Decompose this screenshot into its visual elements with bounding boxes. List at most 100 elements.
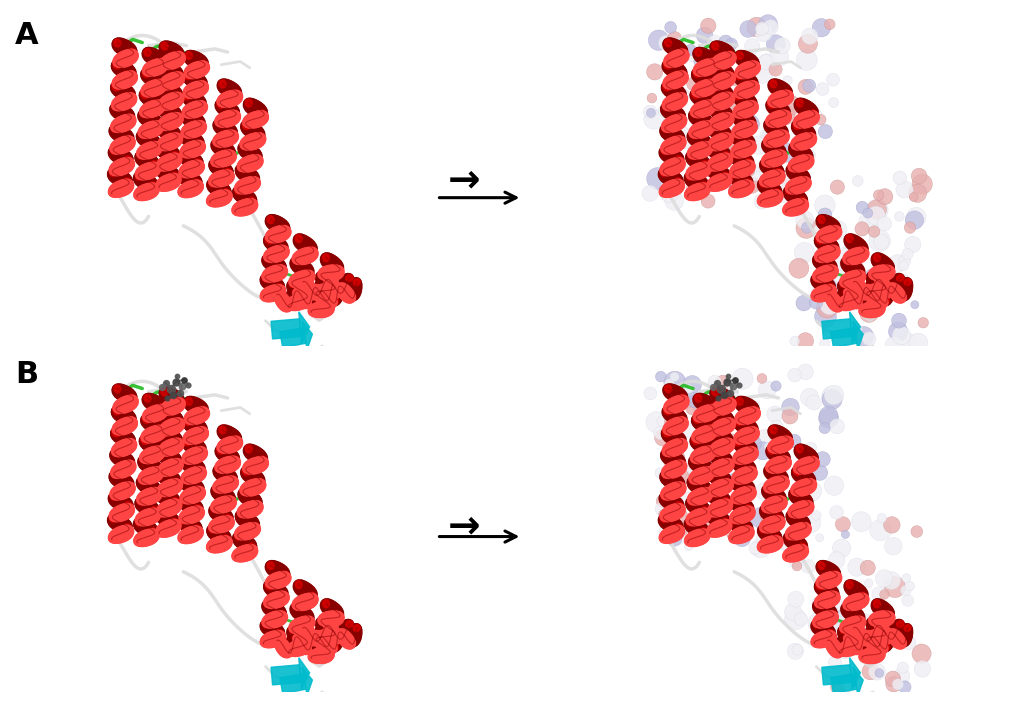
Circle shape: [811, 18, 829, 37]
Circle shape: [791, 645, 802, 655]
Circle shape: [770, 381, 781, 391]
Text: →: →: [447, 507, 480, 545]
Circle shape: [706, 395, 714, 404]
Circle shape: [646, 93, 656, 103]
Circle shape: [787, 434, 800, 448]
Circle shape: [731, 522, 750, 542]
Circle shape: [763, 460, 780, 477]
Polygon shape: [271, 319, 301, 339]
Circle shape: [833, 266, 854, 288]
Circle shape: [867, 226, 879, 237]
Circle shape: [769, 440, 785, 455]
Circle shape: [865, 206, 884, 225]
Circle shape: [819, 295, 839, 315]
Circle shape: [814, 452, 829, 467]
Circle shape: [728, 184, 740, 196]
Circle shape: [861, 332, 875, 346]
Circle shape: [664, 191, 683, 210]
Circle shape: [847, 558, 865, 576]
Circle shape: [646, 64, 662, 80]
Circle shape: [722, 133, 739, 149]
Circle shape: [695, 462, 703, 471]
Circle shape: [848, 323, 861, 335]
Circle shape: [910, 526, 922, 537]
Circle shape: [750, 539, 769, 558]
Circle shape: [765, 35, 785, 54]
Circle shape: [910, 301, 918, 309]
Circle shape: [818, 578, 838, 597]
Circle shape: [906, 208, 925, 227]
Point: [712, 383, 729, 394]
Circle shape: [648, 30, 668, 50]
Circle shape: [715, 375, 729, 389]
Circle shape: [823, 19, 835, 30]
Circle shape: [884, 676, 901, 692]
Circle shape: [800, 481, 820, 501]
Circle shape: [887, 638, 897, 648]
Circle shape: [798, 34, 816, 53]
Circle shape: [693, 56, 703, 67]
Circle shape: [725, 474, 740, 489]
Circle shape: [801, 222, 812, 233]
Circle shape: [685, 44, 696, 55]
Circle shape: [814, 616, 824, 627]
Circle shape: [884, 337, 903, 355]
Circle shape: [755, 429, 774, 448]
Circle shape: [895, 181, 912, 198]
Circle shape: [664, 379, 674, 388]
Circle shape: [796, 49, 816, 71]
Circle shape: [874, 669, 882, 678]
Point: [169, 370, 185, 381]
Polygon shape: [852, 667, 862, 695]
Circle shape: [716, 152, 734, 169]
Circle shape: [818, 422, 829, 433]
Circle shape: [676, 132, 693, 149]
Circle shape: [828, 419, 844, 434]
Circle shape: [741, 160, 753, 172]
Circle shape: [660, 185, 678, 203]
Circle shape: [866, 200, 886, 220]
Point: [158, 377, 174, 388]
Circle shape: [866, 199, 888, 221]
Circle shape: [882, 517, 899, 533]
Circle shape: [694, 128, 713, 148]
Point: [726, 374, 742, 385]
Circle shape: [660, 444, 682, 466]
Point: [179, 379, 196, 390]
Text: B: B: [15, 360, 39, 389]
Circle shape: [757, 381, 775, 399]
Circle shape: [835, 517, 850, 532]
Circle shape: [660, 165, 675, 180]
Circle shape: [784, 609, 805, 630]
Circle shape: [701, 146, 721, 167]
Circle shape: [769, 420, 783, 433]
Circle shape: [720, 517, 740, 535]
Circle shape: [805, 395, 820, 410]
Circle shape: [840, 602, 859, 621]
Circle shape: [798, 496, 811, 510]
Circle shape: [669, 372, 679, 381]
Polygon shape: [849, 312, 860, 344]
Circle shape: [641, 186, 657, 201]
Circle shape: [876, 216, 891, 231]
Circle shape: [729, 391, 739, 402]
Circle shape: [859, 560, 874, 575]
Circle shape: [913, 661, 929, 677]
Circle shape: [663, 417, 673, 426]
Circle shape: [781, 539, 795, 553]
Circle shape: [688, 395, 700, 408]
Circle shape: [666, 31, 681, 46]
Circle shape: [910, 168, 926, 184]
Circle shape: [856, 640, 868, 651]
Polygon shape: [279, 328, 306, 347]
Polygon shape: [271, 665, 301, 685]
Circle shape: [773, 184, 789, 198]
Circle shape: [900, 275, 908, 282]
Circle shape: [744, 39, 759, 54]
Circle shape: [726, 524, 743, 542]
Circle shape: [810, 109, 820, 119]
Circle shape: [783, 76, 792, 85]
Circle shape: [908, 193, 917, 201]
Point: [718, 376, 735, 387]
Circle shape: [715, 52, 728, 64]
